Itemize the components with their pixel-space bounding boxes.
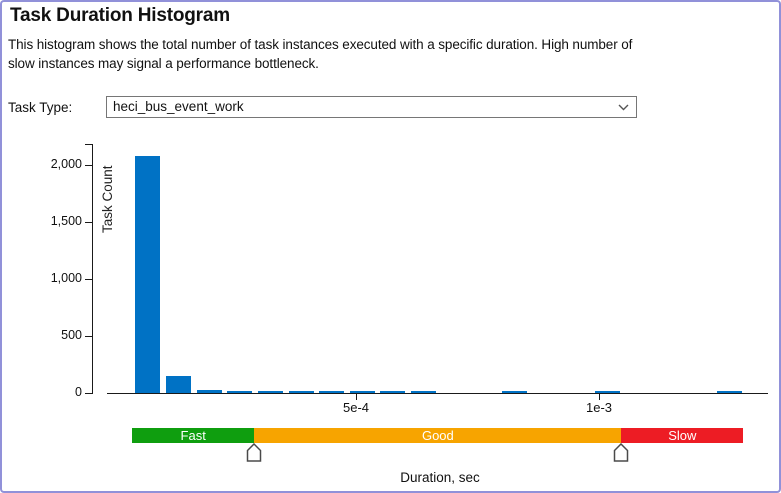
histogram-bar <box>594 391 620 393</box>
y-tick-label: 2,000 <box>50 157 82 171</box>
y-tick-label: 1,000 <box>50 271 82 285</box>
histogram-bar <box>717 391 743 393</box>
task-type-select[interactable]: heci_bus_event_work <box>106 96 637 118</box>
histogram-bar <box>135 155 161 393</box>
chevron-down-icon <box>618 104 629 111</box>
x-axis-line <box>107 393 768 395</box>
histogram-bar <box>166 376 192 393</box>
histogram-bar <box>411 391 437 393</box>
x-tick-label: 1e-3 <box>585 400 613 415</box>
histogram-bar <box>227 391 253 393</box>
x-axis-tick <box>356 394 358 400</box>
threshold-band-fast: Fast <box>131 428 255 443</box>
y-tick-label: 1,500 <box>50 214 82 228</box>
x-tick-label: 5e-4 <box>342 400 370 415</box>
task-type-selected-value: heci_bus_event_work <box>113 99 244 114</box>
y-axis-line <box>92 144 94 394</box>
y-axis-tick <box>85 336 93 338</box>
histogram-bar <box>502 391 528 393</box>
histogram-bar <box>319 391 345 393</box>
x-axis-tick <box>599 394 601 400</box>
y-tick-label: 500 <box>61 328 82 342</box>
description-line-2: slow instances may signal a performance … <box>8 56 319 71</box>
y-axis-title: Task Count <box>100 165 115 233</box>
y-tick-label: 0 <box>75 385 82 399</box>
good-slow-threshold-slider-handle[interactable] <box>613 442 629 462</box>
histogram-bar <box>196 389 222 393</box>
threshold-band-good: Good <box>254 428 622 443</box>
task-type-label: Task Type: <box>8 100 73 115</box>
page-title: Task Duration Histogram <box>10 5 230 26</box>
threshold-band-slow: Slow <box>621 428 744 443</box>
description-line-1: This histogram shows the total number of… <box>8 37 633 52</box>
histogram-bar <box>380 391 406 393</box>
y-axis-endcap <box>85 144 93 146</box>
y-axis-tick <box>85 279 93 281</box>
histogram-bar <box>288 391 314 393</box>
y-axis-tick <box>85 165 93 167</box>
histogram-bar <box>257 391 283 393</box>
y-axis-tick <box>85 393 93 395</box>
fast-good-threshold-slider-handle[interactable] <box>246 442 262 462</box>
histogram-bar <box>349 391 375 393</box>
y-axis-tick <box>85 222 93 224</box>
x-axis-title: Duration, sec <box>400 470 480 485</box>
